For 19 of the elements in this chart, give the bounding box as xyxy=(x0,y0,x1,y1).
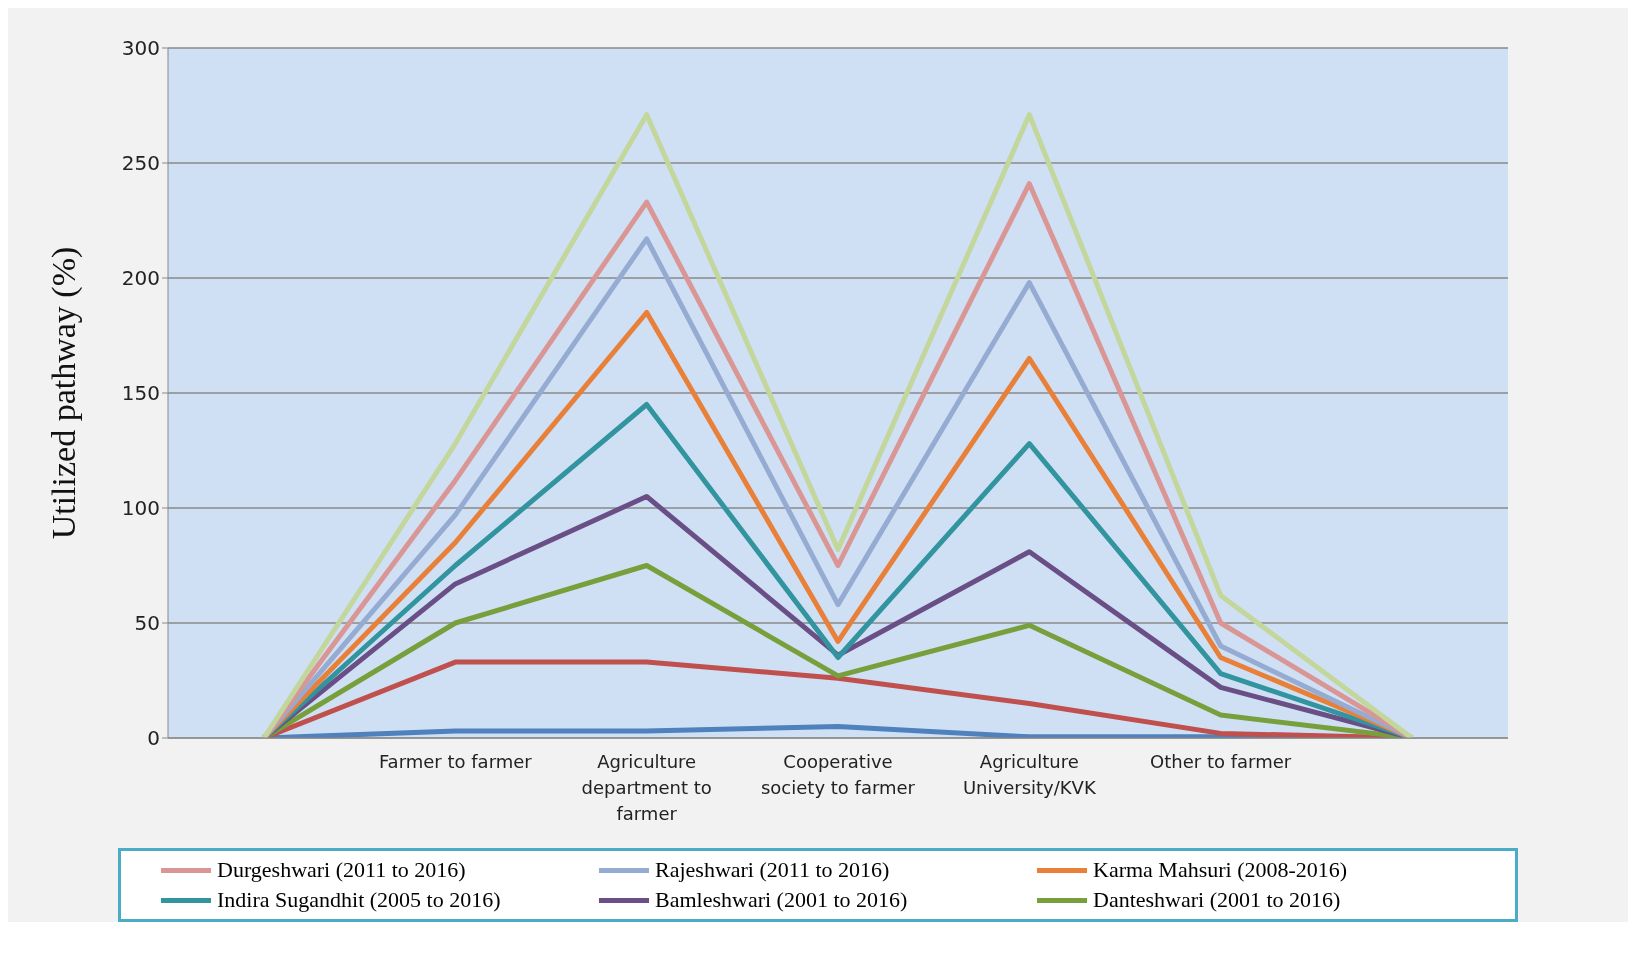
x-tick-label: Cooperative society to farmer xyxy=(760,751,916,798)
legend-label: Durgeshwari (2011 to 2016) xyxy=(217,857,466,883)
x-tick-label: Other to farmer xyxy=(1150,751,1292,772)
x-tick-label: Farmer to farmer xyxy=(378,751,533,772)
y-tick-label: 50 xyxy=(134,611,160,636)
y-tick-label: 200 xyxy=(121,266,160,291)
y-axis-title: Utilized pathway (%) xyxy=(45,246,84,540)
y-tick-label: 250 xyxy=(121,151,160,176)
x-tick-label: Agriculture department to farmer xyxy=(581,751,712,824)
legend-label: Bamleshwari (2001 to 2016) xyxy=(655,887,908,913)
legend-label: Karma Mahsuri (2008-2016) xyxy=(1093,857,1348,883)
legend-label: Rajeshwari (2011 to 2016) xyxy=(655,857,890,883)
y-tick-label: 0 xyxy=(147,726,160,751)
y-tick-label: 100 xyxy=(121,496,160,521)
y-tick-label: 150 xyxy=(121,381,160,406)
legend-label: Danteshwari (2001 to 2016) xyxy=(1093,887,1341,913)
x-tick-label: Agriculture University/KVK xyxy=(962,751,1097,798)
y-tick-label: 300 xyxy=(121,36,160,61)
legend-label: Indira Sugandhit (2005 to 2016) xyxy=(217,887,501,913)
